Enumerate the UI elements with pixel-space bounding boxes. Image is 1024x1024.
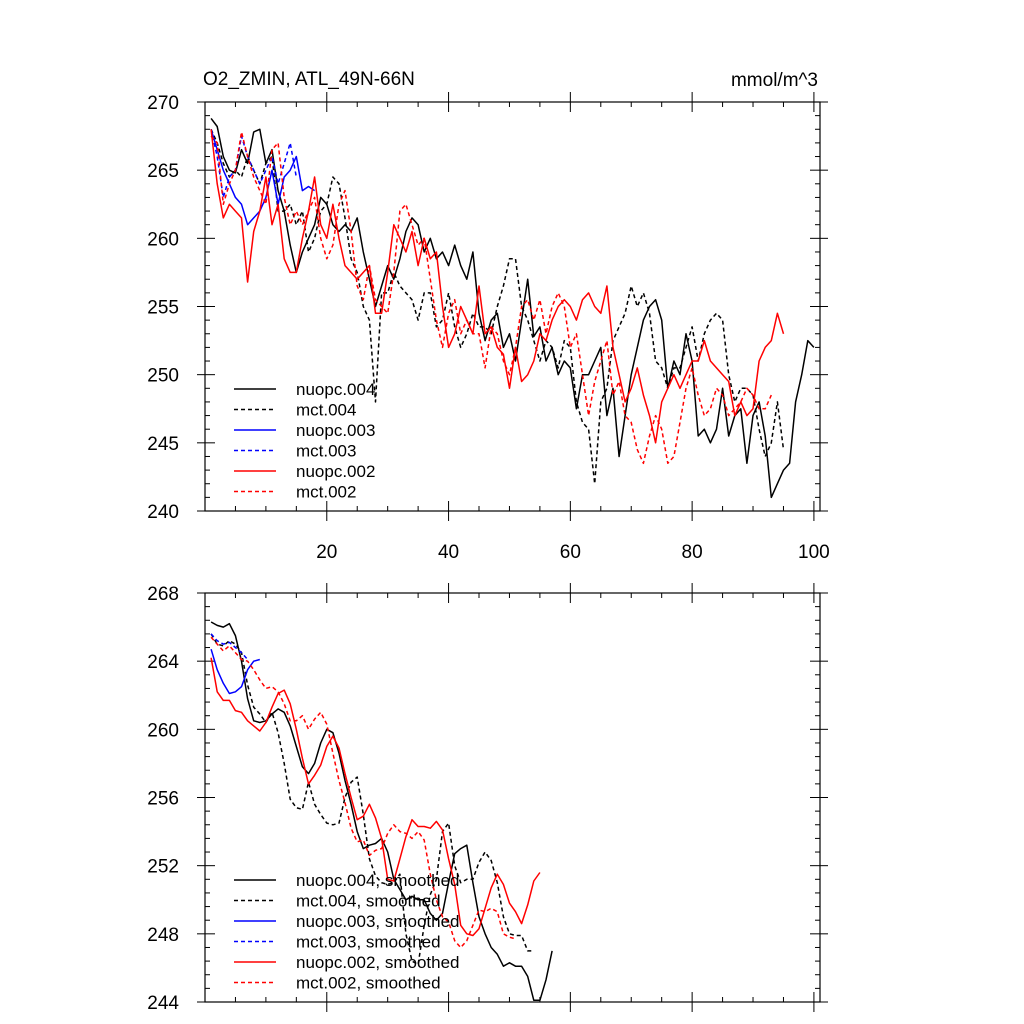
top-x-tick-label: 40 (438, 542, 459, 563)
top-y-tick-label: 265 (147, 161, 179, 182)
top-legend-label: nuopc.003 (296, 421, 375, 440)
top-y-tick-labels: 240 245 250 255 260 265 270 (147, 93, 179, 523)
top-legend-label: mct.004 (296, 401, 356, 420)
top-legend-label: nuopc.004 (296, 380, 375, 399)
top-plot-frame (204, 101, 821, 512)
bottom-plot-frame (204, 592, 821, 1003)
top-x-tick-label: 100 (798, 542, 830, 563)
top-y-tick-label: 260 (147, 229, 179, 250)
bottom-legend-label: nuopc.002, smoothed (296, 953, 460, 972)
top-legend-label: mct.003 (296, 442, 356, 461)
bottom-y-tick-label: 260 (147, 720, 179, 741)
top-y-tick-label: 245 (147, 434, 179, 455)
bottom-legend-label: mct.003, smoothed (296, 933, 441, 952)
top-series-mct-003 (210, 129, 298, 199)
top-series-lines (210, 117, 815, 499)
top-y-tick-label: 270 (147, 93, 179, 114)
bottom-panel: 244 248 252 256 260 264 268 nuopc.004, smoothe… (147, 583, 828, 1014)
bottom-series-nuopc-003-smoothed (210, 648, 261, 695)
top-y-tick-label: 240 (147, 502, 179, 523)
top-axis-ticks (197, 92, 828, 521)
bottom-legend-label: mct.004, smoothed (296, 892, 441, 911)
top-x-tick-label: 20 (316, 542, 337, 563)
bottom-legend-label: mct.002, smoothed (296, 974, 441, 993)
top-x-tick-labels: 20 40 60 80 100 (316, 542, 830, 563)
top-series-mct-004 (210, 128, 785, 485)
chart-title: O2_ZMIN, ATL_49N-66N (203, 69, 415, 90)
bottom-series-lines (210, 621, 553, 1002)
top-series-nuopc-004 (210, 117, 815, 499)
bottom-y-tick-label: 268 (147, 584, 179, 605)
bottom-series-mct-003-smoothed (210, 633, 249, 660)
top-y-tick-label: 250 (147, 366, 179, 387)
bottom-y-tick-label: 264 (147, 652, 179, 673)
top-legend-label: nuopc.002 (296, 462, 375, 481)
top-y-tick-label: 255 (147, 298, 179, 319)
top-x-tick-label: 80 (682, 542, 703, 563)
bottom-legend-label: nuopc.003, smoothed (296, 912, 460, 931)
top-series-nuopc-002 (210, 129, 785, 444)
bottom-series-mct-004-smoothed (210, 633, 534, 966)
bottom-y-tick-label: 256 (147, 789, 179, 810)
top-panel: O2_ZMIN, ATL_49N-66N mmol/m^3 2402452502… (147, 69, 829, 563)
bottom-y-tick-label: 244 (147, 993, 179, 1014)
units-label: mmol/m^3 (731, 70, 818, 91)
bottom-axis-ticks (197, 583, 828, 1012)
bottom-y-tick-label: 252 (147, 857, 179, 878)
bottom-series-nuopc-002-smoothed (210, 657, 541, 937)
top-legend-label: mct.002 (296, 483, 356, 502)
top-series-mct-002 (210, 131, 772, 465)
top-x-tick-label: 60 (560, 542, 581, 563)
bottom-legend-label: nuopc.004, smoothed (296, 871, 460, 890)
bottom-y-tick-labels: 244 248 252 256 260 264 268 (147, 584, 179, 1014)
bottom-y-tick-label: 248 (147, 925, 179, 946)
